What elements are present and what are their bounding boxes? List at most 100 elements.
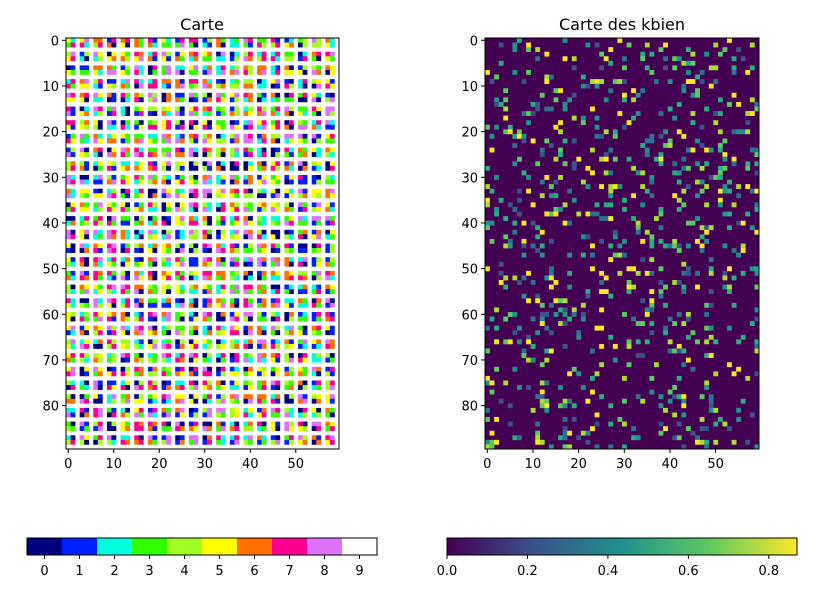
heatmap-cell: [193, 325, 199, 331]
heatmap-cell: [138, 220, 144, 226]
heatmap-cell: [125, 325, 130, 331]
heatmap-cell: [234, 120, 240, 126]
heatmap-cell: [111, 92, 117, 98]
heatmap-cell: [562, 312, 568, 317]
heatmap-cell: [188, 79, 194, 84]
heatmap-cell: [316, 161, 322, 167]
heatmap-cell: [216, 394, 221, 400]
heatmap-cell: [644, 138, 650, 144]
heatmap-cell: [248, 38, 253, 43]
heatmap-cell: [667, 316, 673, 322]
heatmap-cell: [97, 202, 103, 208]
heatmap-cell: [544, 211, 550, 217]
heatmap-cell: [521, 293, 527, 299]
heatmap-cell: [644, 307, 650, 313]
heatmap-cell: [695, 138, 700, 144]
heatmap-cell: [562, 106, 568, 112]
heatmap-cell: [66, 161, 71, 167]
kbien-xtick-label: 50: [707, 457, 724, 472]
heatmap-cell: [84, 229, 90, 235]
heatmap-cells-carte: [66, 38, 339, 449]
heatmap-cell: [288, 188, 294, 194]
heatmap-cell: [599, 65, 605, 71]
heatmap-cell: [220, 385, 226, 390]
heatmap-cell: [193, 220, 199, 226]
heatmap-cell: [653, 156, 659, 162]
heatmap-cell: [166, 316, 171, 322]
heatmap-cell: [188, 316, 194, 322]
heatmap-cell: [270, 234, 276, 240]
heatmap-cell: [562, 343, 568, 349]
heatmap-cell: [70, 357, 76, 363]
heatmap-cell: [516, 385, 522, 390]
kbien-ytick-label: 10: [461, 80, 478, 95]
heatmap-cell: [229, 257, 235, 263]
heatmap-cell: [302, 316, 308, 322]
colorbar-tick-label: 0.8: [758, 564, 779, 579]
heatmap-cell: [494, 97, 499, 103]
heatmap-cell: [261, 316, 267, 322]
heatmap-cell: [695, 270, 700, 276]
heatmap-cell: [166, 380, 171, 386]
heatmap-cell: [535, 421, 541, 427]
heatmap-cell: [125, 124, 130, 130]
heatmap-cell: [270, 56, 276, 62]
heatmap-cell: [175, 412, 181, 418]
heatmap-cell: [275, 298, 281, 304]
heatmap-cell: [275, 188, 281, 194]
heatmap-cell: [234, 366, 240, 372]
heatmap-cell: [93, 353, 99, 358]
heatmap-cell: [166, 366, 171, 372]
heatmap-cell: [202, 161, 208, 167]
heatmap-cell: [275, 248, 281, 253]
heatmap-cell: [248, 179, 253, 185]
heatmap-cell: [152, 51, 158, 57]
heatmap-cell: [106, 56, 112, 62]
heatmap-cell: [111, 179, 117, 185]
heatmap-cell: [111, 407, 117, 413]
heatmap-cell: [243, 234, 249, 240]
heatmap-cell: [248, 120, 253, 126]
heatmap-cell: [220, 152, 226, 158]
heatmap-cell: [188, 111, 194, 116]
heatmap-cell: [298, 257, 303, 263]
heatmap-cell: [284, 216, 290, 221]
heatmap-cell: [270, 289, 276, 295]
heatmap-cell: [731, 129, 737, 135]
heatmap-cell: [658, 156, 664, 162]
heatmap-cell: [66, 92, 71, 98]
heatmap-cell: [84, 65, 90, 71]
heatmap-cell: [635, 353, 641, 358]
heatmap-cell: [84, 421, 90, 427]
heatmap-cell: [207, 92, 212, 98]
heatmap-cell: [261, 188, 267, 194]
heatmap-cell: [316, 124, 322, 130]
heatmap-cell: [329, 261, 335, 267]
heatmap-cell: [329, 175, 335, 180]
heatmap-cell: [125, 357, 130, 363]
heatmap-cell: [261, 56, 267, 62]
heatmap-cell: [288, 257, 294, 263]
heatmap-cell: [275, 111, 281, 116]
heatmap-cell: [329, 257, 335, 263]
heatmap-cell: [111, 83, 117, 89]
heatmap-cell: [216, 188, 221, 194]
heatmap-cell: [229, 106, 235, 112]
heatmap-cell: [257, 407, 262, 413]
heatmap-cell: [298, 325, 303, 331]
heatmap-cell: [93, 111, 99, 116]
heatmap-cell: [530, 202, 536, 208]
heatmap-cell: [179, 175, 185, 180]
heatmap-cell: [316, 312, 322, 317]
heatmap-cell: [590, 426, 595, 432]
heatmap-cell: [220, 202, 226, 208]
heatmap-cell: [229, 275, 235, 281]
heatmap-cell: [284, 243, 290, 249]
heatmap-cell: [70, 275, 76, 281]
colorbar-tick-label: 8: [320, 564, 328, 579]
heatmap-cell: [316, 38, 322, 43]
heatmap-cell: [270, 161, 276, 167]
heatmap-cell: [193, 298, 199, 304]
heatmap-cell: [134, 42, 140, 48]
heatmap-cell: [558, 175, 563, 180]
